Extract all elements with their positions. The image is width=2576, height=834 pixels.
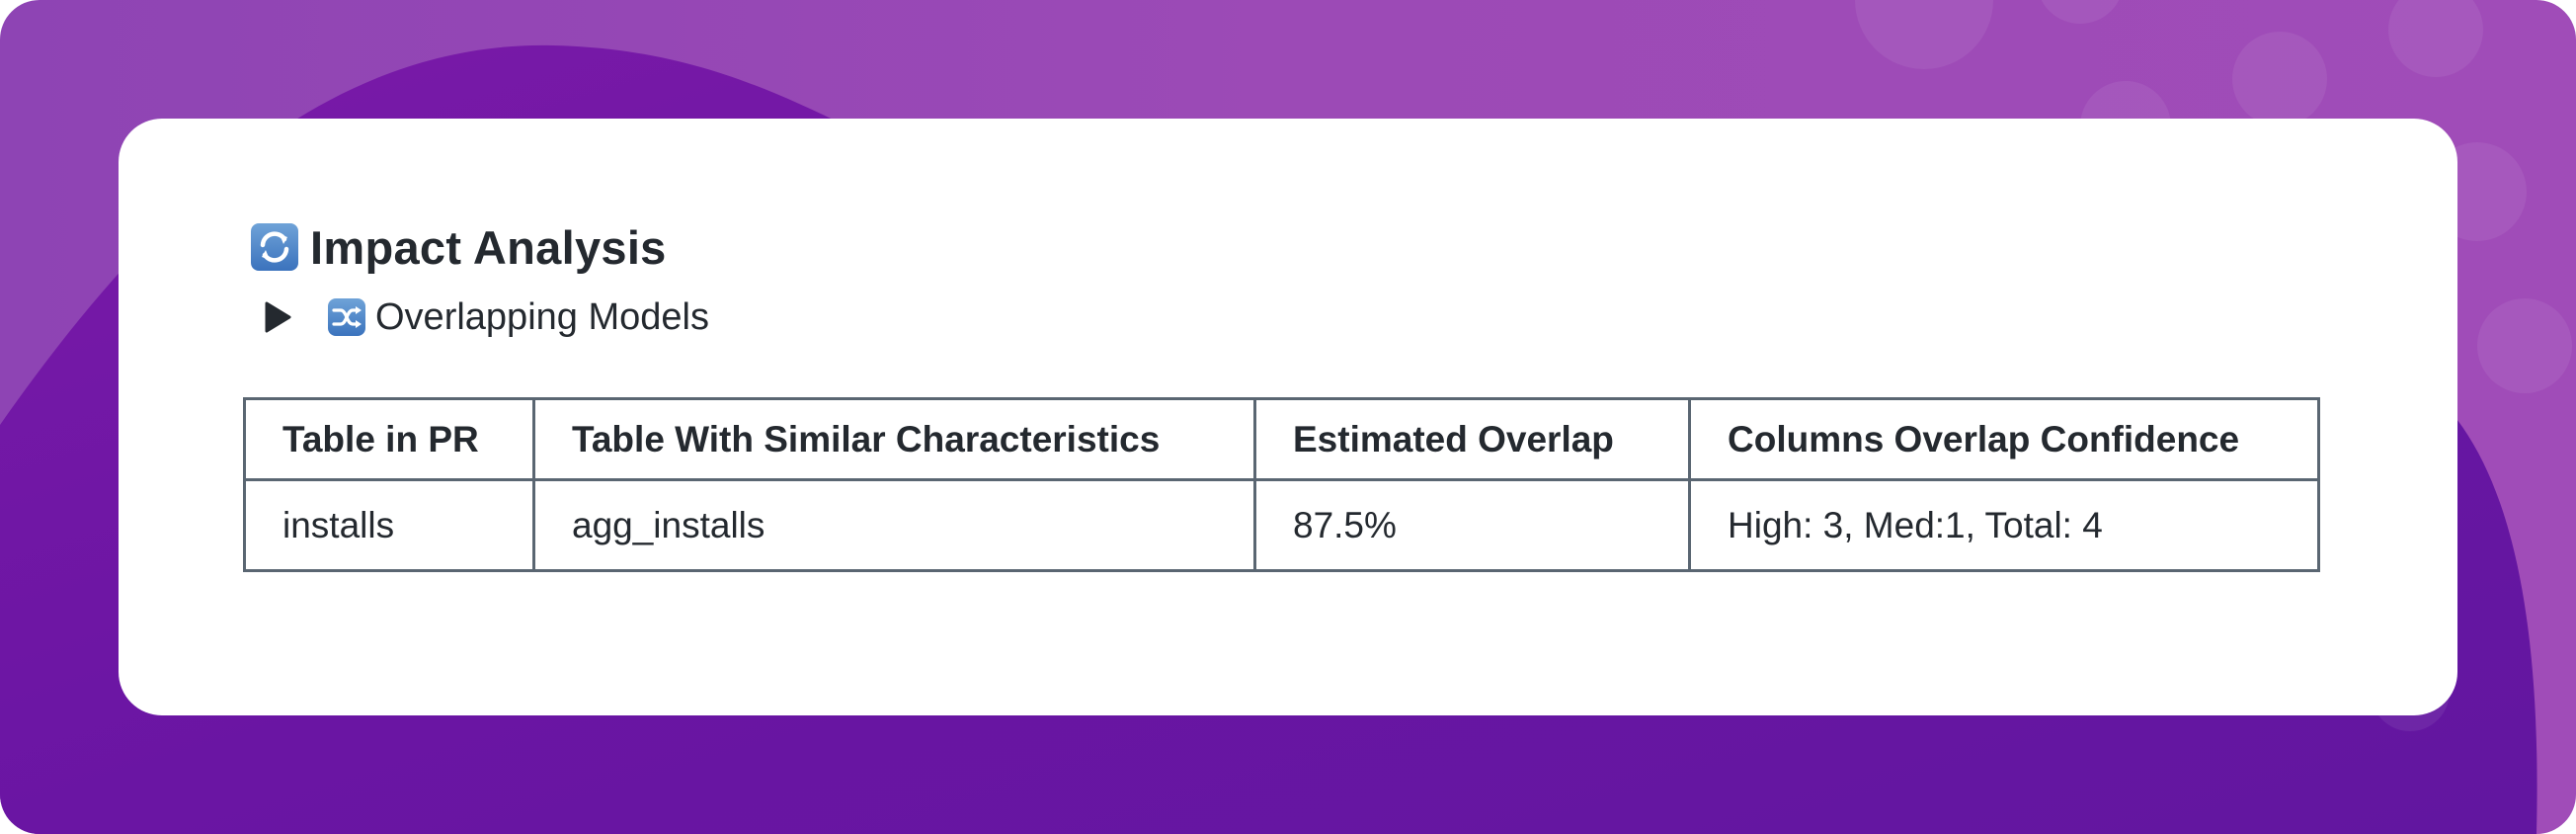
section-heading: Impact Analysis xyxy=(251,219,2457,275)
analysis-card: Impact Analysis Overlapping Mode xyxy=(119,119,2457,715)
column-header-table-in-pr: Table in PR xyxy=(243,397,535,481)
twisted-arrows-icon xyxy=(328,298,365,336)
arrows-counterclockwise-icon xyxy=(251,223,298,271)
card-content: Impact Analysis Overlapping Mode xyxy=(251,219,2457,340)
cell-overlap-confidence: High: 3, Med:1, Total: 4 xyxy=(1688,478,2320,572)
cell-similar-table: agg_installs xyxy=(532,478,1256,572)
play-triangle-icon[interactable] xyxy=(263,300,292,334)
page-title: Impact Analysis xyxy=(310,220,667,274)
table-header-row: Table in PR Table With Similar Character… xyxy=(243,397,2320,481)
column-header-similar-table: Table With Similar Characteristics xyxy=(532,397,1256,481)
cell-estimated-overlap: 87.5% xyxy=(1253,478,1691,572)
overlap-table: Table in PR Table With Similar Character… xyxy=(243,397,2320,572)
column-header-estimated-overlap: Estimated Overlap xyxy=(1253,397,1691,481)
cell-table-in-pr: installs xyxy=(243,478,535,572)
table-row: installs agg_installs 87.5% High: 3, Med… xyxy=(243,478,2320,572)
overlapping-models-toggle[interactable]: Overlapping Models xyxy=(251,294,2457,340)
column-header-overlap-confidence: Columns Overlap Confidence xyxy=(1688,397,2320,481)
overlapping-models-label: Overlapping Models xyxy=(375,295,709,338)
